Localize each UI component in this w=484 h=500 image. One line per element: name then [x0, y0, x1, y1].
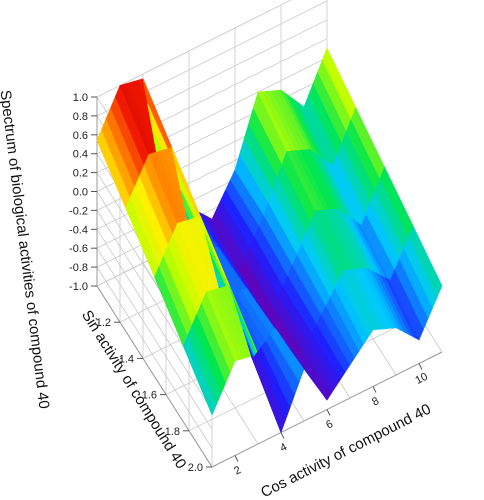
- x-tick-label-4: 10: [413, 371, 429, 387]
- x-tick-label-0: 2: [232, 464, 243, 477]
- axis-frame-0: [96, 285, 213, 468]
- z-tick-label-4: -0.2: [69, 205, 88, 217]
- x-tick-mark-1: [280, 432, 285, 439]
- y-tick-label-4: 2.0: [188, 462, 203, 474]
- x-tick-label-1: 4: [278, 441, 289, 454]
- y-tick-label-2: 1.6: [142, 390, 157, 402]
- z-tick-label-0: -1.0: [69, 281, 88, 293]
- y-axis-label: Sin activity of compound 40: [78, 307, 190, 472]
- grid-line-10: [96, 0, 292, 98]
- x-tick-mark-3: [372, 386, 377, 393]
- y-tick-label-3: 1.8: [165, 426, 180, 438]
- x-tick-label-3: 8: [370, 395, 381, 408]
- z-tick-label-6: 0.2: [73, 168, 88, 180]
- x-tick-mark-4: [418, 363, 423, 370]
- x-tick-mark-2: [326, 409, 331, 416]
- z-axis-label: Spectrum of biological activities of com…: [0, 89, 52, 410]
- tick-layer: -1.0 -0.8 -0.6 -0.4 -0.2 0.0 0.2 0.4 0.6 0.8 1.0 1.…: [69, 92, 430, 478]
- z-tick-label-10: 1.0: [73, 92, 88, 104]
- z-tick-label-7: 0.4: [73, 149, 88, 161]
- z-tick-label-1: -0.8: [69, 262, 88, 274]
- x-tick-mark-0: [234, 455, 239, 462]
- y-tick-label-0: 1.2: [96, 317, 111, 329]
- grid-line-44: [188, 315, 420, 432]
- x-tick-label-2: 6: [324, 418, 335, 431]
- z-tick-label-9: 0.8: [73, 111, 88, 123]
- z-tick-label-3: -0.4: [69, 224, 88, 236]
- surface-facet-199: [408, 225, 443, 298]
- grid-line-20: [96, 229, 213, 411]
- y-tick-label-1: 1.4: [119, 353, 134, 365]
- z-tick-label-2: -0.6: [69, 243, 88, 255]
- z-tick-label-8: 0.6: [73, 130, 88, 142]
- z-tick-label-5: 0.0: [73, 187, 88, 199]
- grid-line-19: [96, 247, 213, 430]
- grid-line-18: [96, 266, 213, 449]
- surface-layer: [96, 47, 443, 434]
